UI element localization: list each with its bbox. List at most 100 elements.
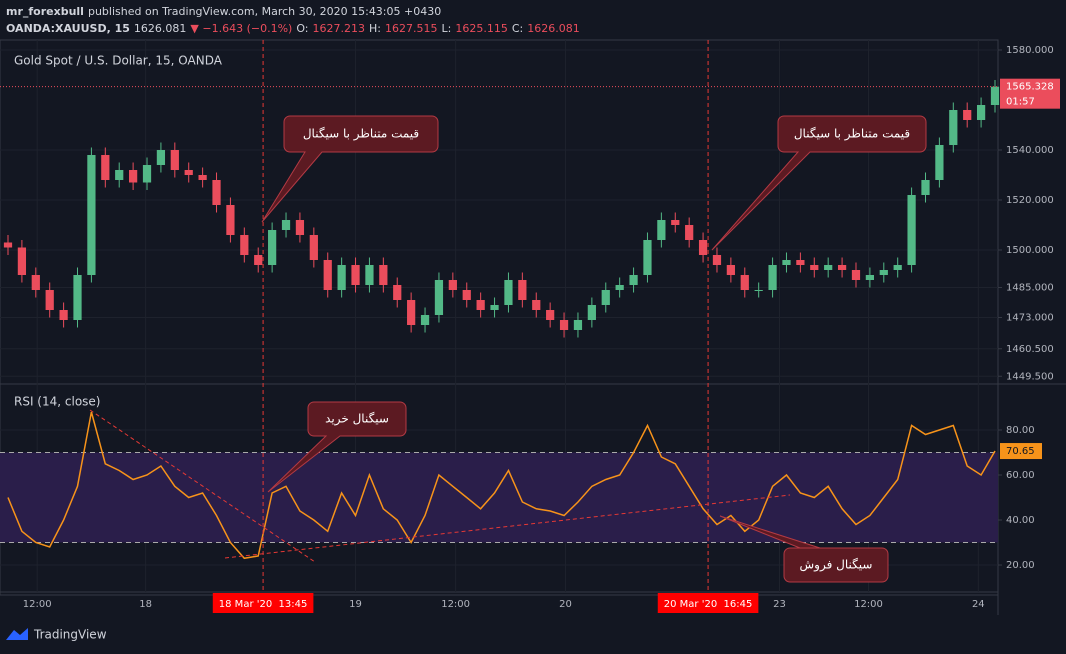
candle-body	[212, 180, 221, 205]
marker-box	[212, 593, 314, 613]
candle-body	[657, 220, 666, 240]
header-text: L:	[441, 22, 451, 35]
y-tick-label: 1580.000	[1006, 45, 1054, 56]
header-text: mr_forexbull	[6, 5, 84, 18]
annotations: قیمت متناظر با سیگنال قیمت متناظر با سیگ…	[261, 115, 927, 583]
header-text: ▼ −1.643 (−0.1%)	[190, 22, 292, 35]
header-text: C:	[512, 22, 523, 35]
candle-body	[281, 220, 291, 230]
candle-body	[837, 265, 847, 270]
candle-body	[142, 165, 152, 183]
candle-body	[587, 305, 596, 320]
candle-body	[101, 155, 110, 180]
candle-body	[601, 290, 610, 305]
candle-body	[184, 170, 193, 175]
pane-title: RSI (14, close)	[14, 395, 100, 409]
candle-body	[671, 220, 680, 225]
candle-body	[935, 145, 944, 180]
header-text: H:	[369, 22, 381, 35]
trend-line	[89, 409, 316, 563]
callout	[719, 515, 889, 583]
candle-body	[518, 280, 527, 300]
rsi-line	[7, 411, 996, 560]
candle-body	[87, 155, 96, 275]
last-value-label: 70.65	[1006, 446, 1035, 457]
candle-body	[532, 300, 541, 310]
callout	[261, 115, 439, 223]
y-tick-label: 1500.000	[1006, 245, 1054, 256]
marker-label: 20 Mar '20 16:45	[664, 599, 753, 610]
last-price-box	[1000, 78, 1060, 109]
candle-body	[45, 290, 54, 310]
y-tick-label: 20.00	[1006, 560, 1035, 571]
header-text: 1626.081	[134, 22, 187, 35]
grid	[0, 40, 1002, 592]
candle-body	[796, 260, 805, 265]
y-tick-label: 1460.500	[1006, 344, 1054, 355]
header-text: 1625.115	[455, 22, 508, 35]
candle-body	[198, 175, 207, 180]
candle-body	[309, 235, 318, 260]
candle-body	[129, 170, 138, 183]
candle-body	[476, 300, 485, 310]
x-tick-label: 12:00	[441, 599, 470, 610]
annotation: سیگنال فروش	[800, 558, 873, 573]
header-text: 1627.515	[385, 22, 438, 35]
candle-body	[615, 285, 624, 290]
candle-body	[963, 110, 972, 120]
candle-body	[893, 265, 902, 270]
x-tick-label: 19	[349, 599, 362, 610]
candle-body	[824, 265, 833, 270]
candle-body	[115, 170, 124, 180]
candle-body	[434, 280, 444, 315]
candle-body	[810, 265, 819, 270]
marks	[0, 40, 1000, 592]
header-text: 1627.213	[313, 22, 366, 35]
last-price-label: 1565.328	[1006, 82, 1054, 93]
candle-body	[573, 320, 583, 330]
x-tick-label: 20	[559, 599, 572, 610]
candle-body	[698, 240, 708, 255]
y-tick-label: 1449.500	[1006, 371, 1054, 382]
candle-body	[420, 315, 430, 325]
rsi-band	[0, 452, 998, 543]
countdown: 01:57	[1006, 97, 1035, 108]
y-tick-label: 1540.000	[1006, 145, 1054, 156]
candle-body	[73, 275, 82, 320]
y-tick-label: 1473.000	[1006, 313, 1054, 324]
candle-body	[740, 275, 749, 290]
candle-body	[504, 280, 513, 305]
candle-body	[448, 280, 457, 290]
header-text: published on TradingView.com, March 30, …	[88, 5, 441, 18]
candle-body	[337, 265, 346, 290]
annotation: قیمت متناظر با سیگنال	[303, 127, 419, 142]
x-tick-label: 12:00	[23, 599, 52, 610]
candle-body	[59, 310, 68, 320]
marker-label: 18 Mar '20 13:45	[219, 599, 308, 610]
candle-body	[990, 86, 1000, 105]
callout	[711, 115, 927, 251]
candle-body	[559, 320, 569, 330]
header-text: OANDA:XAUUSD, 15	[6, 22, 130, 35]
y-tick-label: 40.00	[1006, 515, 1035, 526]
candle-body	[768, 265, 777, 290]
candle-body	[685, 225, 694, 240]
candle-body	[31, 275, 40, 290]
x-tick-label: 24	[972, 599, 985, 610]
logo: TradingView	[6, 628, 107, 642]
candle-body	[546, 310, 555, 320]
brand: TradingView	[33, 628, 107, 642]
candle-body	[712, 255, 722, 265]
candle-body	[268, 230, 277, 265]
marker-box	[657, 593, 759, 613]
candle-body	[17, 247, 27, 275]
candle-body	[156, 150, 166, 165]
x-tick-label: 18	[139, 599, 152, 610]
candle-body	[976, 105, 986, 120]
last-value-box	[1000, 443, 1042, 460]
candle-body	[643, 240, 652, 275]
y-tick-label: 60.00	[1006, 470, 1035, 481]
candle-body	[879, 270, 888, 275]
candle-body	[462, 290, 471, 300]
candle-body	[254, 255, 263, 265]
